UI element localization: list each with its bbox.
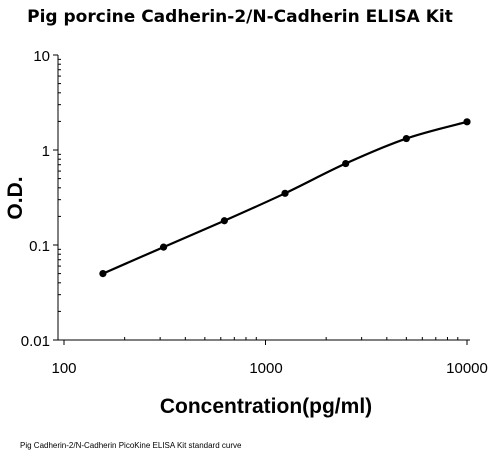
x-ticks: [63, 337, 468, 345]
data-point-156: [99, 269, 107, 278]
y-tick-label-0.1: 0.1: [29, 238, 50, 255]
data-point-625: [220, 217, 228, 225]
series-line: [101, 120, 469, 275]
data-point-1250: [281, 189, 289, 197]
chart-title: Pig porcine Cadherin-2/N-Cadherin ELISA …: [27, 7, 453, 27]
y-tick-label-10: 10: [33, 48, 50, 65]
data-point-5000: [402, 134, 410, 143]
y-tick-label-1: 1: [42, 143, 50, 160]
data-point-312: [159, 243, 168, 251]
x-tick-label-100: 100: [51, 360, 76, 377]
x-axis-label: Concentration(pg/ml): [160, 395, 372, 418]
data-point-10000: [463, 118, 471, 126]
x-tick-label-10000: 10000: [446, 360, 488, 377]
data-points: [99, 118, 471, 278]
y-ticks: [53, 54, 61, 341]
data-point-2500: [342, 159, 350, 168]
y-axis-label: O.D.: [4, 176, 27, 219]
chart-caption: Pig Cadherin-2/N-Cadherin PicoKine ELISA…: [20, 441, 242, 450]
y-tick-label-0.01: 0.01: [21, 333, 50, 350]
x-tick-label-1000: 1000: [249, 360, 282, 377]
